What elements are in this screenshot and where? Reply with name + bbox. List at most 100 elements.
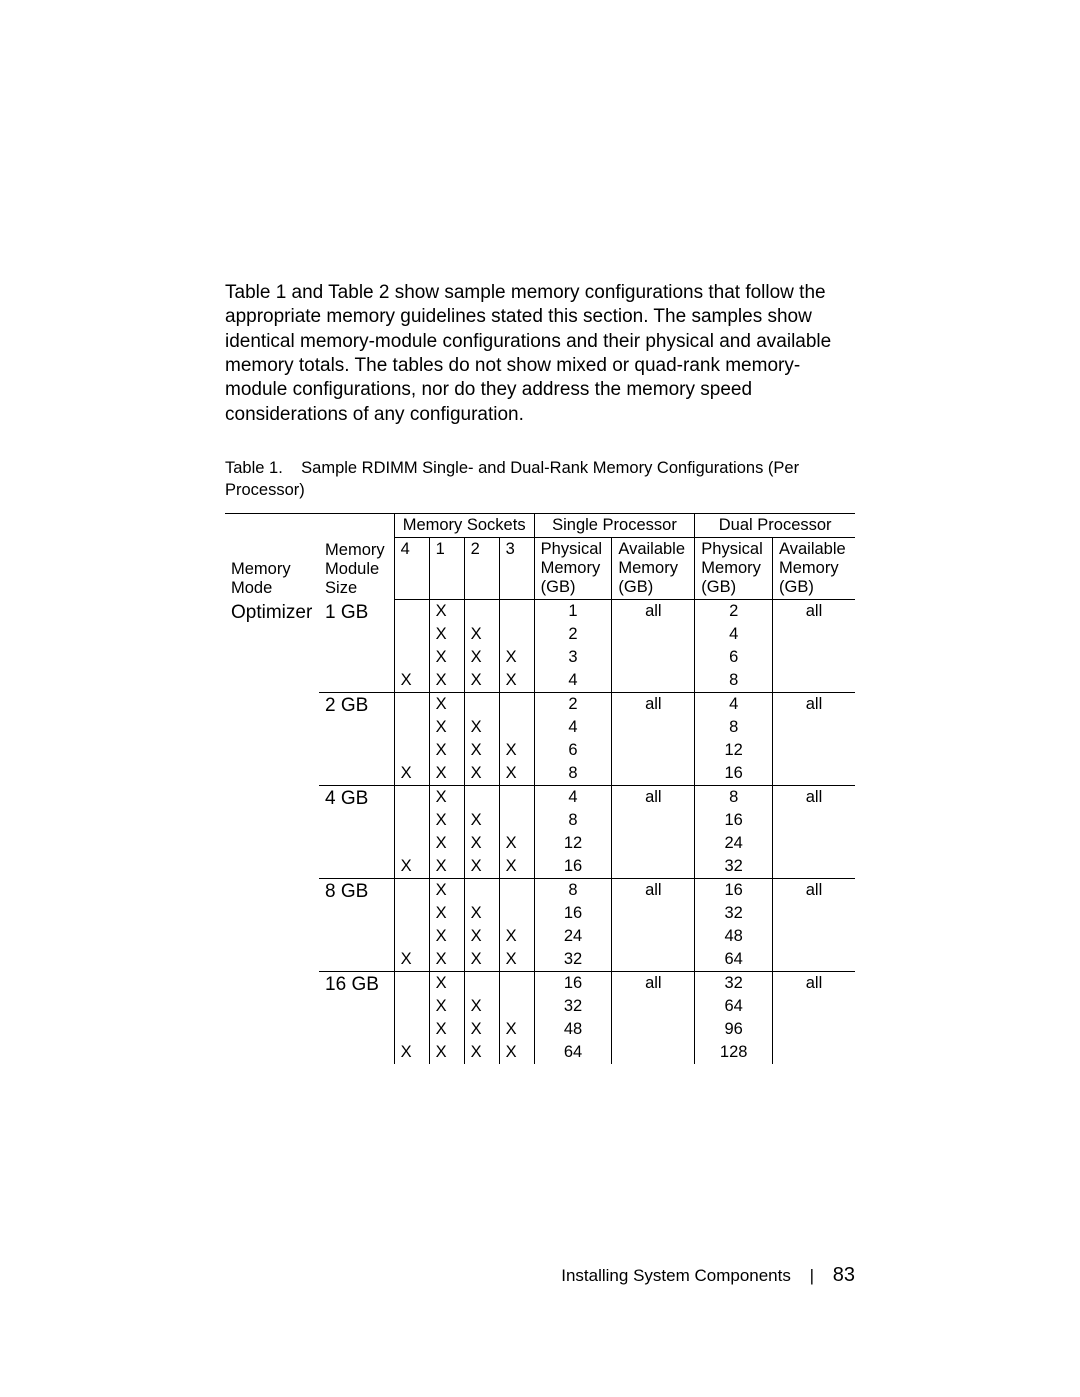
cell-dp-avail — [773, 948, 855, 972]
col-dual-proc: Dual Processor — [695, 514, 855, 538]
cell-s4 — [394, 623, 429, 646]
cell-s4 — [394, 739, 429, 762]
cell-dp-avail — [773, 832, 855, 855]
cell-s1: X — [429, 879, 464, 903]
cell-s2: X — [464, 1041, 499, 1064]
cell-s2: X — [464, 1018, 499, 1041]
cell-sp-phys: 2 — [534, 693, 612, 717]
cell-s3: X — [499, 646, 534, 669]
cell-s4: X — [394, 948, 429, 972]
cell-dp-phys: 2 — [695, 600, 773, 624]
footer-section-title: Installing System Components — [561, 1266, 791, 1285]
cell-dp-phys: 4 — [695, 693, 773, 717]
cell-s4 — [394, 809, 429, 832]
cell-s1: X — [429, 646, 464, 669]
cell-sp-phys: 16 — [534, 972, 612, 996]
col-single-proc: Single Processor — [534, 514, 695, 538]
cell-module-size: 1 GB — [319, 600, 394, 693]
cell-sp-avail — [612, 995, 695, 1018]
cell-s3 — [499, 972, 534, 996]
cell-s4 — [394, 646, 429, 669]
cell-sp-phys: 8 — [534, 879, 612, 903]
cell-s4 — [394, 716, 429, 739]
caption-text: Sample RDIMM Single- and Dual-Rank Memor… — [225, 459, 799, 499]
cell-sp-phys: 64 — [534, 1041, 612, 1064]
cell-sp-phys: 4 — [534, 669, 612, 693]
cell-s4: X — [394, 669, 429, 693]
cell-dp-phys: 64 — [695, 948, 773, 972]
col-s3: 3 — [499, 538, 534, 600]
memory-config-table: Memory Mode Memory Module Size Memory So… — [225, 513, 855, 1064]
cell-sp-phys: 32 — [534, 995, 612, 1018]
cell-s2 — [464, 786, 499, 810]
cell-s4 — [394, 600, 429, 624]
cell-s1: X — [429, 995, 464, 1018]
cell-sp-avail — [612, 646, 695, 669]
cell-s2: X — [464, 902, 499, 925]
cell-s2: X — [464, 646, 499, 669]
cell-s1: X — [429, 739, 464, 762]
cell-sp-phys: 8 — [534, 762, 612, 786]
cell-sp-phys: 32 — [534, 948, 612, 972]
col-s1: 1 — [429, 538, 464, 600]
cell-dp-phys: 6 — [695, 646, 773, 669]
cell-sp-avail — [612, 739, 695, 762]
cell-s4: X — [394, 855, 429, 879]
cell-sp-avail: all — [612, 693, 695, 717]
cell-sp-avail — [612, 809, 695, 832]
cell-s2 — [464, 879, 499, 903]
cell-s1: X — [429, 1041, 464, 1064]
intro-paragraph: Table 1 and Table 2 show sample memory c… — [225, 281, 855, 427]
footer-separator: | — [810, 1266, 814, 1285]
col-sp-phys: Physical Memory (GB) — [534, 538, 612, 600]
col-sp-avail: Available Memory (GB) — [612, 538, 695, 600]
cell-s3: X — [499, 739, 534, 762]
cell-sp-avail — [612, 925, 695, 948]
cell-module-size: 8 GB — [319, 879, 394, 972]
col-s4: 4 — [394, 538, 429, 600]
cell-dp-phys: 8 — [695, 669, 773, 693]
cell-s2: X — [464, 716, 499, 739]
cell-s1: X — [429, 716, 464, 739]
table-row: 8 GBX8all16all — [225, 879, 855, 903]
cell-sp-avail: all — [612, 879, 695, 903]
cell-dp-phys: 32 — [695, 972, 773, 996]
cell-sp-phys: 16 — [534, 902, 612, 925]
table-row: 4 GBX4all8all — [225, 786, 855, 810]
cell-s1: X — [429, 832, 464, 855]
cell-dp-phys: 96 — [695, 1018, 773, 1041]
cell-sp-phys: 4 — [534, 786, 612, 810]
cell-dp-phys: 8 — [695, 716, 773, 739]
cell-s2: X — [464, 739, 499, 762]
cell-s2: X — [464, 925, 499, 948]
col-dp-phys: Physical Memory (GB) — [695, 538, 773, 600]
cell-s4 — [394, 693, 429, 717]
cell-sp-avail: all — [612, 600, 695, 624]
cell-sp-avail — [612, 669, 695, 693]
cell-s3 — [499, 693, 534, 717]
cell-sp-avail: all — [612, 972, 695, 996]
cell-s4 — [394, 1018, 429, 1041]
cell-sp-avail — [612, 948, 695, 972]
cell-dp-avail — [773, 646, 855, 669]
cell-s3 — [499, 809, 534, 832]
cell-s1: X — [429, 669, 464, 693]
cell-sp-phys: 3 — [534, 646, 612, 669]
cell-s4: X — [394, 762, 429, 786]
cell-s1: X — [429, 600, 464, 624]
cell-s2: X — [464, 995, 499, 1018]
cell-sp-avail — [612, 1041, 695, 1064]
cell-s4 — [394, 925, 429, 948]
cell-sp-phys: 24 — [534, 925, 612, 948]
cell-module-size: 4 GB — [319, 786, 394, 879]
cell-dp-avail: all — [773, 972, 855, 996]
cell-sp-phys: 12 — [534, 832, 612, 855]
table-row: 2 GBX2all4all — [225, 693, 855, 717]
caption-prefix: Table 1. — [225, 459, 283, 477]
cell-s3: X — [499, 925, 534, 948]
cell-dp-avail — [773, 902, 855, 925]
table-row: Optimizer1 GBX1all2all — [225, 600, 855, 624]
cell-dp-phys: 16 — [695, 762, 773, 786]
cell-dp-phys: 64 — [695, 995, 773, 1018]
cell-dp-avail: all — [773, 693, 855, 717]
